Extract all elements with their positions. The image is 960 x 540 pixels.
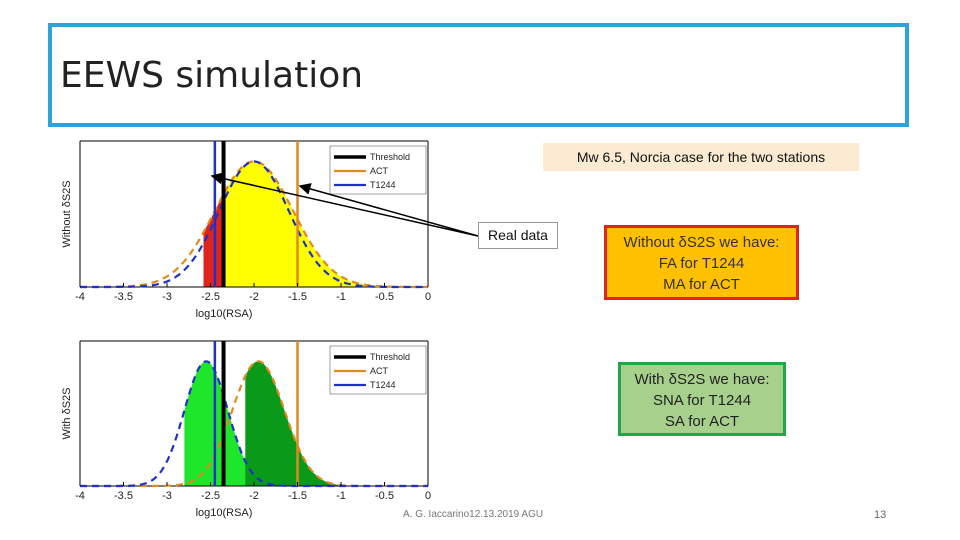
chart-with: -4 -3.5 -3 -2.5 -2 -1.5 -1 -0.5 0 log10(RSA) With … — [61, 340, 431, 519]
t1244-distribution-line — [80, 360, 428, 488]
without-line-1: Without δS2S we have: — [623, 234, 780, 251]
real-data-callout: Real data — [478, 222, 558, 249]
legend-entry: ACT — [370, 166, 389, 176]
x-tick-label: -3 — [162, 291, 172, 303]
x-tick-label: -2.5 — [201, 291, 220, 303]
x-tick-label: -0.5 — [375, 490, 394, 502]
yellow-area — [223, 161, 428, 287]
slide-title: EEWS simulation — [60, 55, 364, 96]
x-tick-label: -2.5 — [201, 490, 220, 502]
legend-entry: ACT — [370, 366, 389, 376]
x-tick-label: -2 — [249, 490, 259, 502]
legend-entry: T1244 — [370, 180, 396, 190]
x-axis-label: log10(RSA) — [196, 308, 253, 320]
red-area — [203, 194, 224, 287]
title-box: EEWS simulation — [48, 23, 909, 127]
x-tick-label: -3 — [162, 490, 172, 502]
x-tick-label: 0 — [425, 490, 431, 502]
x-tick-label: -1 — [336, 490, 346, 502]
dark-green-area — [245, 361, 350, 486]
legend-entry: Threshold — [370, 352, 410, 362]
page-number: 13 — [874, 509, 887, 521]
x-tick-label: 0 — [425, 291, 431, 303]
x-tick-label: -4 — [75, 291, 85, 303]
legend-entry: Threshold — [370, 152, 410, 162]
x-tick-label: -2 — [249, 291, 259, 303]
chart-without: -4 -3.5 -3 -2.5 -2 -1.5 -1 -0.5 0 log10(RSA) Witho… — [61, 140, 431, 320]
with-summary-box: With δS2S we have: SNA for T1244 SA for … — [618, 362, 786, 436]
x-axis-label: log10(RSA) — [196, 507, 253, 519]
x-tick-label: -1 — [336, 291, 346, 303]
x-tick-label: -1.5 — [288, 291, 307, 303]
arrow-to-t1244 — [210, 172, 479, 237]
with-line-2: SNA for T1244 — [652, 392, 752, 409]
without-line-2: FA for T1244 — [658, 255, 745, 272]
caption: Mw 6.5, Norcia case for the two stations — [543, 143, 859, 171]
with-line-3: SA for ACT — [664, 413, 740, 430]
without-summary-box: Without δS2S we have: FA for T1244 MA fo… — [604, 225, 799, 300]
arrow-to-act — [298, 183, 479, 237]
light-green-area — [184, 361, 250, 486]
x-tick-label: -0.5 — [375, 291, 394, 303]
x-tick-label: -3.5 — [114, 291, 133, 303]
x-tick-label: -4 — [75, 490, 85, 502]
without-line-3: MA for ACT — [663, 276, 740, 293]
x-tick-label: -3.5 — [114, 490, 133, 502]
t1244-distribution-line — [80, 160, 428, 289]
with-line-1: With δS2S we have: — [634, 371, 770, 388]
y-axis-label: With δS2S — [61, 388, 73, 440]
footer-text: A. G. Iaccarino12.13.2019 AGU — [403, 509, 544, 520]
legend-entry: T1244 — [370, 380, 396, 390]
y-axis-label: Without δS2S — [61, 180, 73, 247]
x-tick-label: -1.5 — [288, 490, 307, 502]
